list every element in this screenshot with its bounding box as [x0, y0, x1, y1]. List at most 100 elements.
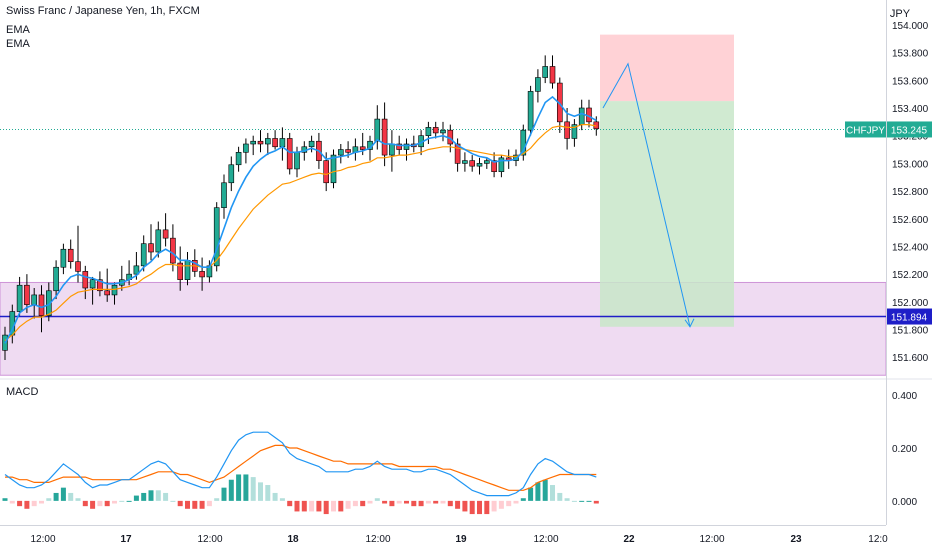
ema-fast-line: [4, 95, 597, 344]
candle: [111, 282, 118, 305]
candle-body-down: [549, 66, 556, 84]
macd-histogram-bar: [455, 500, 461, 509]
macd-histogram-bar: [331, 500, 336, 512]
candle: [199, 257, 205, 291]
candle-body-up: [140, 243, 147, 267]
macd-legend[interactable]: MACD: [6, 386, 39, 398]
macd-histogram-bar: [148, 490, 154, 501]
macd-tick-label: 0.200: [892, 444, 917, 455]
macd-histogram-bar: [177, 500, 183, 507]
time-tick-label: 19: [455, 534, 467, 545]
macd-histogram-bar: [396, 500, 402, 504]
macd-histogram-bar: [411, 500, 417, 507]
price-tick-label: 153.800: [892, 49, 929, 60]
macd-histogram-bar: [133, 495, 139, 501]
macd-histogram-bar: [97, 500, 103, 507]
candle-body-up: [462, 160, 468, 164]
ema-lines: [4, 95, 597, 344]
price-tick-label: 152.400: [892, 242, 929, 253]
macd-histogram-bar: [104, 500, 110, 507]
candle-body-up: [235, 152, 242, 166]
candle: [542, 55, 549, 84]
candle: [140, 235, 147, 272]
macd-tick-label: 0.000: [892, 497, 917, 508]
macd-histogram-bar: [579, 500, 585, 502]
macd-histogram-bar: [586, 500, 592, 502]
candle: [425, 121, 432, 144]
price-tick-label: 152.200: [892, 270, 929, 281]
macd-histogram-bar: [316, 500, 322, 512]
time-tick-label: 22: [623, 534, 635, 545]
candle-body-down: [381, 118, 388, 156]
candle-body-up: [374, 118, 381, 142]
macd-histogram-bar: [243, 474, 249, 501]
candle: [82, 265, 89, 300]
candle: [454, 138, 461, 172]
candle-body-down: [454, 143, 461, 164]
macd-histogram-bar: [206, 500, 212, 507]
candle-body-up: [337, 149, 344, 156]
candle-body-up: [389, 143, 395, 156]
macd-histogram-bar: [425, 500, 431, 504]
candle-body-up: [221, 182, 227, 208]
candle-body-down: [67, 248, 74, 262]
candle: [403, 138, 410, 161]
candle: [60, 243, 67, 275]
candle-body-up: [243, 143, 249, 153]
time-tick-label: 17: [120, 534, 132, 545]
macd-histogram-bar: [192, 500, 198, 509]
hline-price-badge: [887, 308, 932, 325]
candle-body-up: [542, 66, 549, 78]
arrow-head: [684, 318, 695, 328]
macd-histogram-bar: [367, 500, 373, 504]
macd-histogram-bar: [155, 490, 161, 501]
candle-body-up: [228, 164, 235, 184]
candle-body-down: [162, 229, 169, 239]
stop-loss-zone: [600, 34, 734, 102]
macd-histogram-bar: [9, 500, 15, 504]
time-tick-label: 18: [287, 534, 299, 545]
price-tick-label: 152.800: [892, 187, 929, 198]
candle-body-up: [294, 152, 300, 170]
macd-histogram-bar: [404, 500, 409, 504]
candle: [513, 149, 519, 167]
macd-signal-line: [5, 444, 597, 491]
macd-histogram-bar: [170, 500, 176, 502]
macd-histogram-bar: [2, 498, 8, 501]
ema-legend-slow[interactable]: EMA: [6, 38, 30, 50]
candle: [337, 144, 344, 164]
candle-body-down: [323, 160, 330, 184]
candle-body-down: [491, 160, 497, 172]
macd-histogram-bar: [535, 482, 541, 501]
candle-body-down: [24, 284, 30, 305]
candle: [498, 155, 505, 178]
candle: [272, 130, 278, 150]
candle: [170, 224, 176, 272]
last-price-text: 153.245: [891, 125, 928, 136]
candle: [228, 156, 235, 192]
time-tick-label: 12:00: [197, 534, 222, 545]
macd-histogram-bar: [221, 487, 227, 501]
macd-histogram-bar: [440, 500, 446, 504]
candle-body-up: [53, 266, 59, 292]
ema-slow-line: [4, 123, 597, 342]
macd-histogram-bar: [484, 500, 490, 515]
macd-histogram-bar: [382, 500, 388, 504]
candle-body-down: [564, 121, 570, 139]
macd-histogram-bar: [112, 500, 117, 504]
macd-histogram-bar: [90, 500, 96, 509]
candle-body-up: [111, 284, 118, 296]
candle: [549, 55, 556, 89]
candle-body-up: [535, 77, 541, 92]
candle: [440, 121, 446, 142]
candle: [89, 276, 96, 305]
candle-body-up: [133, 265, 140, 275]
symbol-badge-text: CHFJPY: [846, 125, 885, 136]
candle-body-up: [250, 140, 256, 145]
candle: [564, 108, 570, 150]
ema-legend-fast[interactable]: EMA: [6, 24, 30, 36]
candle: [155, 221, 162, 258]
macd-histogram-bar: [228, 479, 234, 501]
